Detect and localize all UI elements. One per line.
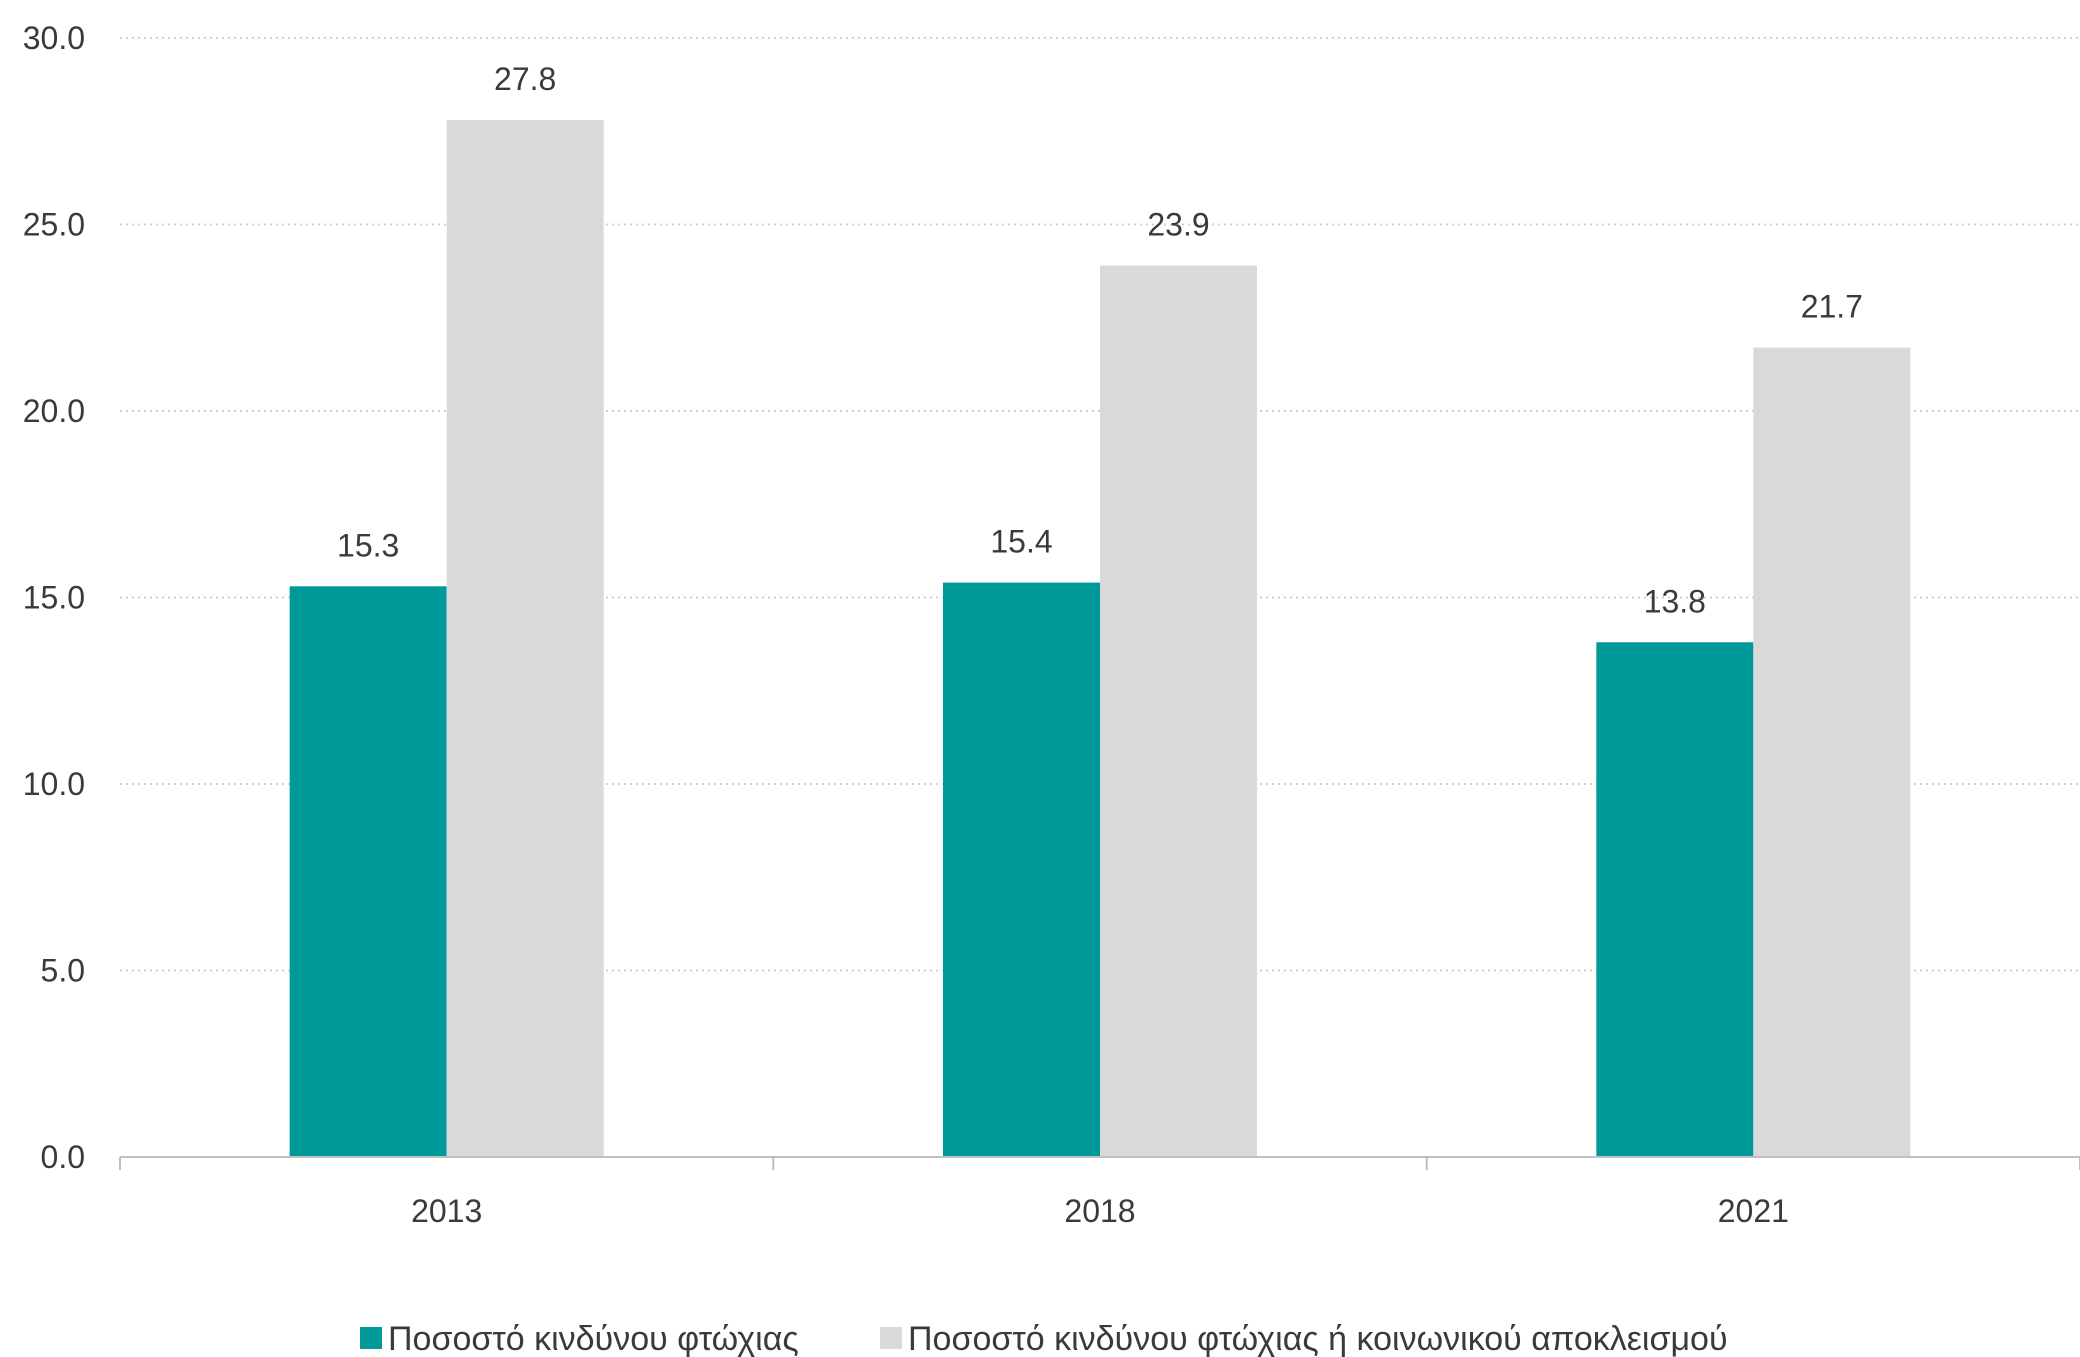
data-label: 15.3 <box>337 527 399 563</box>
bar-2013-series-1 <box>289 586 447 1157</box>
y-tick-label: 20.0 <box>23 393 85 429</box>
y-tick-label: 0.0 <box>41 1139 85 1175</box>
bar-2021-series-1 <box>1596 642 1754 1157</box>
y-tick-label: 25.0 <box>23 207 85 243</box>
bar-2013-series-2 <box>446 120 604 1157</box>
data-labels: 15.3 27.8 15.4 23.9 13.8 21.7 <box>337 61 1863 619</box>
y-tick-label: 10.0 <box>23 766 85 802</box>
bar-2021-series-2 <box>1753 347 1911 1158</box>
x-tick-label: 2013 <box>411 1193 482 1229</box>
data-label: 27.8 <box>494 61 556 97</box>
bars <box>289 120 1911 1158</box>
legend-swatch-2 <box>880 1327 902 1349</box>
x-tick-label: 2018 <box>1064 1193 1135 1229</box>
x-axis: 2013 2018 2021 <box>119 1156 2080 1229</box>
bar-2018-series-1 <box>943 582 1100 1157</box>
y-tick-label: 5.0 <box>41 953 85 989</box>
legend-label: Ποσοστό κινδύνου φτώχιας ή κοινωνικού απ… <box>908 1320 1728 1357</box>
y-tick-label: 15.0 <box>23 580 85 616</box>
y-tick-label: 30.0 <box>23 20 85 56</box>
data-label: 15.4 <box>990 524 1052 560</box>
legend: Ποσοστό κινδύνου φτώχιας Ποσοστό κινδύνου… <box>360 1320 1728 1357</box>
legend-swatch-1 <box>360 1327 382 1349</box>
data-label: 13.8 <box>1644 583 1706 619</box>
data-label: 23.9 <box>1147 207 1209 243</box>
y-axis-ticks: 0.0 5.0 10.0 15.0 20.0 25.0 30.0 <box>23 20 85 1175</box>
legend-label: Ποσοστό κινδύνου φτώχιας <box>388 1320 799 1357</box>
x-tick-label: 2021 <box>1718 1193 1789 1229</box>
data-label: 21.7 <box>1801 289 1863 325</box>
bar-2018-series-2 <box>1100 265 1257 1157</box>
